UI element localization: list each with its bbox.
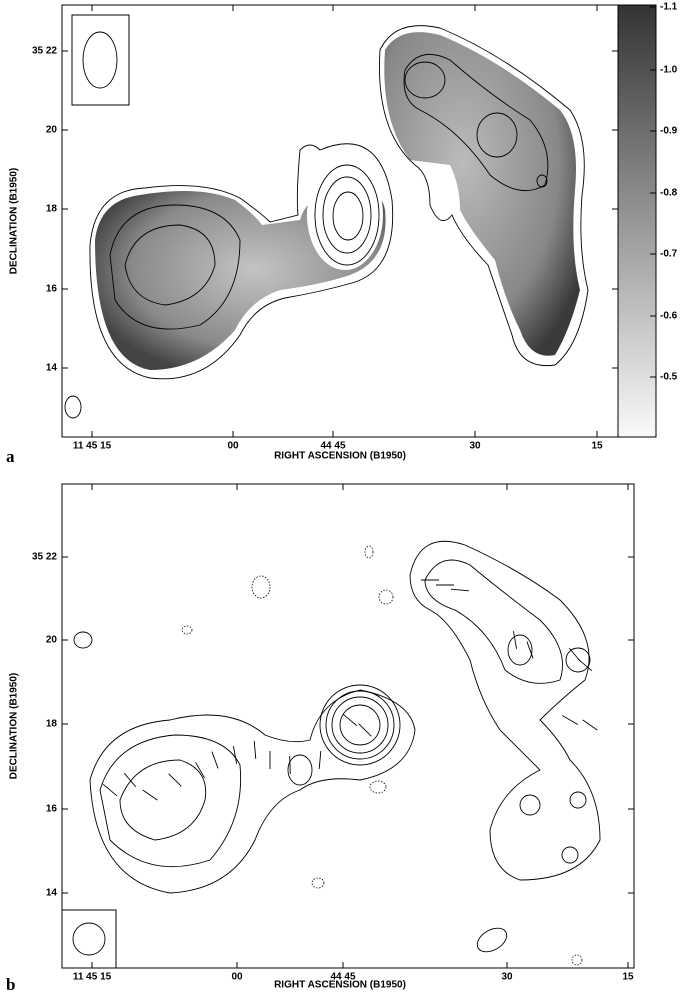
y-axis-label: DECLINATION (B1950) xyxy=(9,673,20,780)
contour xyxy=(519,794,541,816)
contour xyxy=(119,759,207,841)
contour xyxy=(536,174,548,188)
x-tick-label: 00 xyxy=(227,441,239,452)
contour xyxy=(403,53,549,192)
vector xyxy=(195,761,205,779)
vector xyxy=(582,719,598,731)
y-tick-label: 14 xyxy=(46,888,58,899)
beam-box xyxy=(61,909,117,969)
colorbar-label: -0.6 xyxy=(660,311,678,322)
contour xyxy=(331,696,389,754)
contour xyxy=(64,395,82,419)
beam xyxy=(82,31,118,89)
colorbar xyxy=(617,4,657,438)
x-axis-label: RIGHT ASCENSION (B1950) xyxy=(274,980,406,991)
colorbar-label: -0.5 xyxy=(660,372,678,383)
contour xyxy=(314,164,380,266)
core xyxy=(307,160,383,270)
vector xyxy=(142,789,158,801)
x-tick-label: 11 45 15 xyxy=(73,972,112,983)
plot-frame xyxy=(61,483,635,969)
x-tick-label: 44 45 xyxy=(320,441,345,452)
contour xyxy=(569,791,587,809)
vector xyxy=(211,751,219,769)
vector xyxy=(450,588,470,592)
colorbar-label: -0.7 xyxy=(660,249,678,260)
contour xyxy=(319,684,401,766)
beam-box xyxy=(71,14,130,106)
negative-contour xyxy=(181,625,193,635)
contour xyxy=(332,191,364,241)
polarization-vectors xyxy=(102,579,598,801)
y-tick-label: 18 xyxy=(46,204,58,215)
panel-label: b xyxy=(6,975,15,994)
colorbar-label: -1.1 xyxy=(660,2,678,13)
vector xyxy=(102,783,118,797)
vector xyxy=(342,713,358,727)
negative-contour xyxy=(251,575,271,599)
y-tick-label: 35 22 xyxy=(32,46,57,57)
x-tick-label: 00 xyxy=(231,972,243,983)
panel-label: a xyxy=(6,447,15,466)
negative-contour xyxy=(369,780,387,794)
contour xyxy=(507,634,533,666)
contour xyxy=(322,176,372,254)
contour xyxy=(287,754,313,786)
contour xyxy=(476,112,518,158)
vector xyxy=(232,746,238,764)
x-tick-label: 15 xyxy=(591,441,603,452)
y-tick-label: 20 xyxy=(46,125,58,136)
y-tick-label: 35 22 xyxy=(32,552,57,563)
x-tick-label: 15 xyxy=(622,972,634,983)
x-tick-label: 11 45 15 xyxy=(73,441,112,452)
contour xyxy=(379,25,589,367)
y-axis-label: DECLINATION (B1950) xyxy=(9,168,20,275)
vector xyxy=(358,723,372,737)
contour xyxy=(325,690,395,760)
contour xyxy=(404,61,446,99)
y-tick-label: 16 xyxy=(46,804,58,815)
vector xyxy=(577,658,593,672)
contour xyxy=(561,846,579,864)
y-tick-label: 16 xyxy=(46,284,58,295)
y-tick-label: 20 xyxy=(46,635,58,646)
x-tick-label: 30 xyxy=(501,972,513,983)
vector xyxy=(253,740,257,760)
negative-contour xyxy=(311,877,325,889)
contour xyxy=(565,647,591,673)
x-tick-label: 44 45 xyxy=(330,972,355,983)
contour xyxy=(89,689,416,894)
beam xyxy=(72,922,106,956)
x-tick-label: 30 xyxy=(469,441,481,452)
panel-a xyxy=(61,4,657,438)
negative-contour xyxy=(364,545,374,559)
contour xyxy=(99,734,242,868)
contour xyxy=(476,927,508,953)
contour xyxy=(424,559,563,684)
contour xyxy=(109,204,241,330)
colorbar-label: -0.8 xyxy=(660,188,678,199)
vector xyxy=(289,755,291,775)
y-tick-label: 14 xyxy=(46,363,58,374)
contour xyxy=(124,224,216,306)
vector xyxy=(123,772,137,788)
contour xyxy=(89,143,394,380)
negative-contour xyxy=(378,589,394,605)
vector xyxy=(512,631,518,649)
y-tick-label: 18 xyxy=(46,719,58,730)
contour xyxy=(409,540,601,881)
colorbar-label: -0.9 xyxy=(660,126,678,137)
vector xyxy=(561,715,579,725)
x-axis-label: RIGHT ASCENSION (B1950) xyxy=(274,451,406,462)
west-lobe xyxy=(384,32,580,356)
contour xyxy=(73,631,93,649)
vector xyxy=(168,773,182,787)
contour xyxy=(339,704,381,746)
colorbar-label: -1.0 xyxy=(660,65,678,76)
vector xyxy=(318,750,322,770)
negative-contour xyxy=(571,954,583,966)
panel-b xyxy=(61,483,635,969)
vector xyxy=(526,641,534,659)
